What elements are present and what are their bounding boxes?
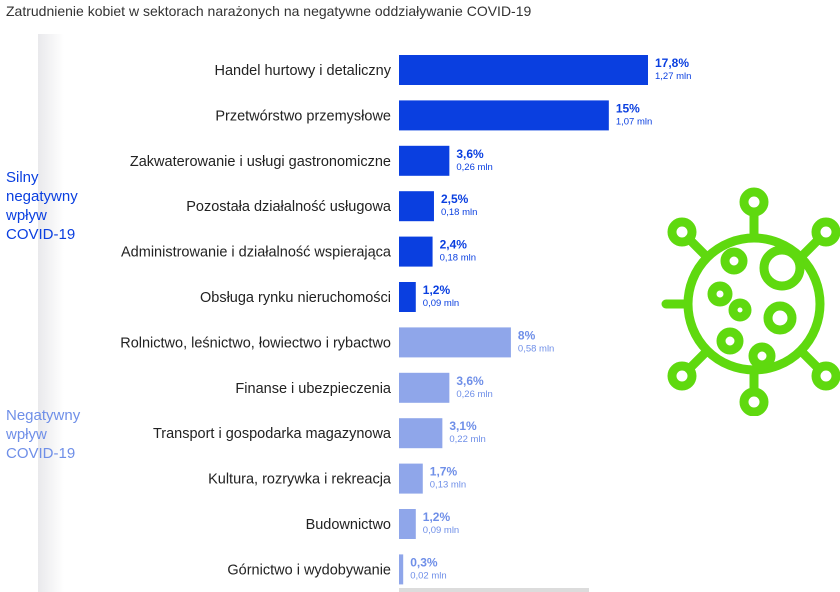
bar — [399, 236, 433, 267]
category-panel — [38, 34, 400, 592]
secondary-value-label: 0,58 mln — [518, 343, 554, 354]
bar — [399, 509, 416, 539]
secondary-value-label: 0,26 mln — [456, 162, 492, 173]
value-label: 1,2% — [423, 283, 451, 297]
secondary-value-label: 1,07 mln — [616, 116, 652, 127]
group-label-line: wpływ — [6, 207, 47, 224]
category-label: Kultura, rozrywka i rekreacja — [208, 472, 392, 488]
group-label-line: Negatywny — [6, 407, 81, 424]
category-label: Handel hurtowy i detaliczny — [214, 63, 391, 79]
bar — [399, 463, 423, 494]
group-label-line: wpływ — [6, 426, 47, 443]
value-label: 17,8% — [655, 56, 689, 70]
bar — [399, 372, 450, 403]
secondary-value-label: 0,22 mln — [449, 434, 485, 445]
secondary-value-label: 0,18 mln — [440, 253, 476, 264]
chart-title: Zatrudnienie kobiet w sektorach narażony… — [6, 3, 532, 19]
value-label: 0,3% — [410, 555, 438, 569]
virus-icon — [661, 187, 840, 416]
secondary-value-label: 0,18 mln — [441, 207, 477, 218]
value-label: 3,6% — [456, 147, 484, 161]
group-label-line: Silny — [6, 169, 39, 186]
secondary-value-label: 0,13 mln — [430, 480, 466, 491]
category-label: Pozostała działalność usługowa — [186, 199, 392, 215]
group-label-strong-impact: Silny negatywny wpływ COVID-19 — [6, 168, 106, 244]
secondary-value-label: 0,02 mln — [410, 570, 446, 581]
group-label-line: COVID-19 — [6, 226, 76, 243]
bar — [399, 554, 404, 585]
value-label: 3,6% — [456, 374, 484, 388]
category-label: Przetwórstwo przemysłowe — [215, 108, 391, 124]
value-label: 1,2% — [423, 510, 451, 524]
secondary-value-label: 0,26 mln — [456, 389, 492, 400]
group-label-negative-impact: Negatywny wpływ COVID-19 — [6, 406, 106, 463]
secondary-value-label: 0,09 mln — [423, 298, 459, 309]
secondary-value-label: 1,27 mln — [655, 71, 691, 82]
bar — [399, 55, 648, 85]
category-label: Finanse i ubezpieczenia — [235, 381, 392, 397]
value-label: 3,1% — [449, 419, 477, 433]
group-label-line: negatywny — [6, 188, 78, 205]
category-label: Górnictwo i wydobywanie — [227, 562, 391, 578]
value-label: 15% — [616, 101, 640, 115]
value-label: 8% — [518, 328, 536, 342]
bar — [399, 100, 609, 131]
secondary-value-label: 0,09 mln — [423, 525, 459, 536]
value-label: 1,7% — [430, 465, 458, 479]
category-label: Zakwaterowanie i usługi gastronomiczne — [130, 154, 391, 170]
value-label: 2,4% — [440, 238, 468, 252]
category-label: Administrowanie i działalność wspierając… — [121, 245, 392, 261]
value-label: 2,5% — [441, 192, 469, 206]
category-label: Transport i gospodarka magazynowa — [153, 426, 392, 442]
group-label-line: COVID-19 — [6, 445, 76, 462]
bar — [399, 327, 511, 358]
axis-baseline — [399, 588, 589, 592]
bar — [399, 145, 450, 176]
bar — [399, 418, 443, 449]
bar — [399, 191, 434, 222]
category-label: Rolnictwo, leśnictwo, łowiectwo i rybact… — [120, 335, 391, 351]
category-label: Budownictwo — [306, 517, 391, 533]
bar — [399, 282, 416, 312]
category-label: Obsługa rynku nieruchomości — [200, 290, 391, 306]
